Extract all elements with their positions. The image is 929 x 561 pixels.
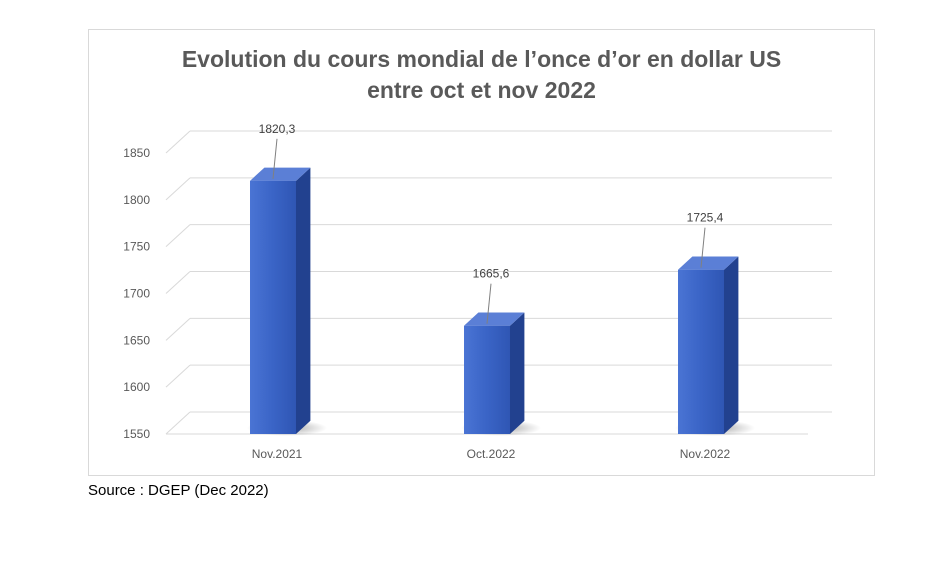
bar-side [724,256,739,434]
x-tick-label: Nov.2022 [680,447,731,461]
data-label-leader [486,283,492,324]
bar-top [250,167,311,181]
x-tick-label: Oct.2022 [467,447,516,461]
bars: 1820,3 1665,6 1725,4 [247,122,755,436]
data-label: 1725,4 [687,211,724,225]
data-label-leader [272,138,278,179]
bar-front [464,325,510,434]
bar-front [678,269,724,434]
y-tick-label: 1600 [123,380,150,394]
chart-title-line-2: entre oct et nov 2022 [367,77,596,103]
y-tick-label: 1700 [123,287,150,301]
bar-Nov.2022: 1725,4 [675,211,755,436]
data-label-leader [700,227,706,268]
data-label: 1820,3 [259,122,296,136]
x-tick-label: Nov.2021 [252,447,303,461]
bar-top [464,312,525,326]
y-tick-label: 1800 [123,193,150,207]
y-tick-label: 1850 [123,146,150,160]
bar-front [250,180,296,434]
y-tick-label: 1550 [123,427,150,441]
y-tick-label: 1750 [123,240,150,254]
y-axis-ticks: 1550 1600 1650 1700 1750 1800 1850 [123,146,150,441]
bar-side [296,167,311,434]
bar-Nov.2021: 1820,3 [247,122,327,436]
x-axis-ticks: Nov.2021 Oct.2022 Nov.2022 [252,447,731,461]
gridline-1850 [165,130,832,154]
bar-Oct.2022: 1665,6 [461,267,541,436]
chart-title-line-1: Evolution du cours mondial de l’once d’o… [181,46,782,72]
data-label: 1665,6 [473,267,510,281]
y-tick-label: 1650 [123,333,150,347]
bar-top [678,256,739,270]
chart-title: Evolution du cours mondial de l’once d’o… [88,44,875,106]
source-note: Source : DGEP (Dec 2022) [88,482,269,499]
bar-side [510,312,525,434]
